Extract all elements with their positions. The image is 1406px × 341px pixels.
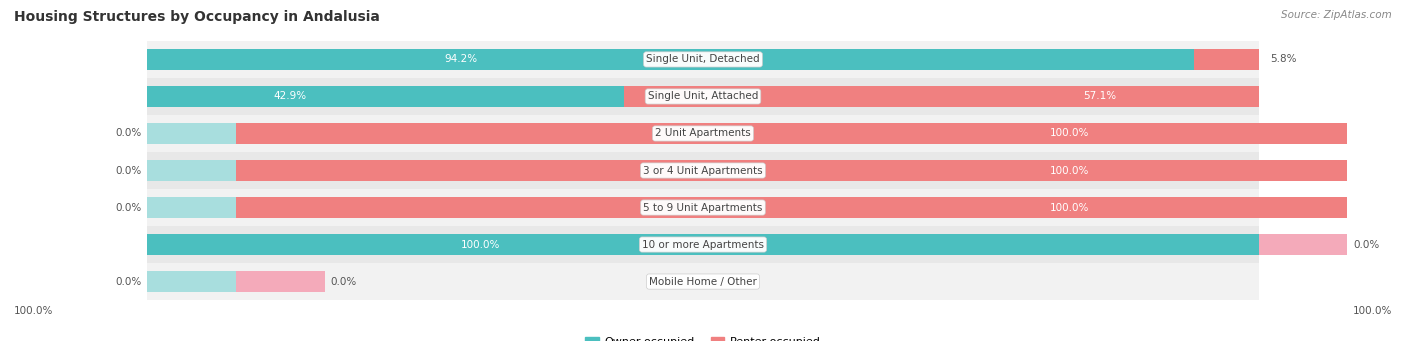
Text: 5.8%: 5.8%: [1270, 55, 1296, 64]
Bar: [148, 197, 236, 218]
Bar: [148, 271, 236, 292]
Text: 100.0%: 100.0%: [1050, 129, 1090, 138]
Bar: [148, 160, 236, 181]
Bar: [148, 123, 236, 144]
Bar: [148, 263, 1258, 300]
Bar: [148, 86, 624, 107]
Text: 3 or 4 Unit Apartments: 3 or 4 Unit Apartments: [643, 165, 763, 176]
Bar: [236, 197, 1347, 218]
Text: 42.9%: 42.9%: [274, 91, 307, 102]
Text: 100.0%: 100.0%: [1050, 165, 1090, 176]
Text: Single Unit, Attached: Single Unit, Attached: [648, 91, 758, 102]
Text: 94.2%: 94.2%: [444, 55, 478, 64]
Text: Mobile Home / Other: Mobile Home / Other: [650, 277, 756, 286]
Text: 100.0%: 100.0%: [461, 239, 501, 250]
Bar: [148, 152, 1258, 189]
Text: 5 to 9 Unit Apartments: 5 to 9 Unit Apartments: [644, 203, 762, 212]
Bar: [148, 78, 1258, 115]
Bar: [148, 234, 1258, 255]
Text: 100.0%: 100.0%: [1050, 203, 1090, 212]
Text: 0.0%: 0.0%: [115, 203, 142, 212]
Text: 0.0%: 0.0%: [115, 277, 142, 286]
Bar: [624, 86, 1258, 107]
Bar: [148, 41, 1258, 78]
Bar: [236, 123, 1347, 144]
Text: 57.1%: 57.1%: [1084, 91, 1116, 102]
Text: Housing Structures by Occupancy in Andalusia: Housing Structures by Occupancy in Andal…: [14, 10, 380, 24]
Bar: [236, 160, 1347, 181]
Bar: [148, 189, 1258, 226]
Text: 10 or more Apartments: 10 or more Apartments: [643, 239, 763, 250]
Bar: [148, 49, 1194, 70]
Bar: [1258, 234, 1347, 255]
Text: 100.0%: 100.0%: [1353, 306, 1392, 316]
Legend: Owner-occupied, Renter-occupied: Owner-occupied, Renter-occupied: [581, 332, 825, 341]
Text: Single Unit, Detached: Single Unit, Detached: [647, 55, 759, 64]
Text: 0.0%: 0.0%: [330, 277, 357, 286]
Text: 0.0%: 0.0%: [115, 165, 142, 176]
Text: 0.0%: 0.0%: [115, 129, 142, 138]
Text: 2 Unit Apartments: 2 Unit Apartments: [655, 129, 751, 138]
Bar: [1194, 49, 1258, 70]
Bar: [148, 226, 1258, 263]
Text: 100.0%: 100.0%: [14, 306, 53, 316]
Text: Source: ZipAtlas.com: Source: ZipAtlas.com: [1281, 10, 1392, 20]
Text: 0.0%: 0.0%: [1353, 239, 1379, 250]
Bar: [236, 271, 325, 292]
Bar: [148, 115, 1258, 152]
